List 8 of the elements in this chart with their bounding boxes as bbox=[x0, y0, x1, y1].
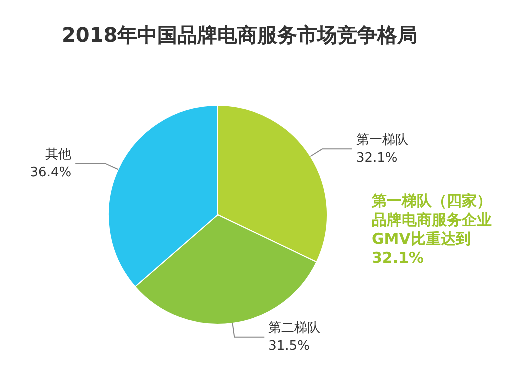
data-label: 32.1% bbox=[356, 151, 398, 166]
slice-label: 其他 bbox=[46, 148, 72, 163]
chart-title: 2018年中国品牌电商服务市场竞争格局 bbox=[62, 22, 418, 49]
text: 第一梯队（四家）品牌电商服务企业GMV比重达到32.1% bbox=[372, 192, 493, 268]
slice-label: 第一梯队 bbox=[356, 133, 408, 148]
slice-label: 第二梯队 bbox=[268, 321, 321, 336]
data-label: 36.4% bbox=[30, 166, 72, 181]
data-label: 31.5% bbox=[268, 339, 310, 354]
